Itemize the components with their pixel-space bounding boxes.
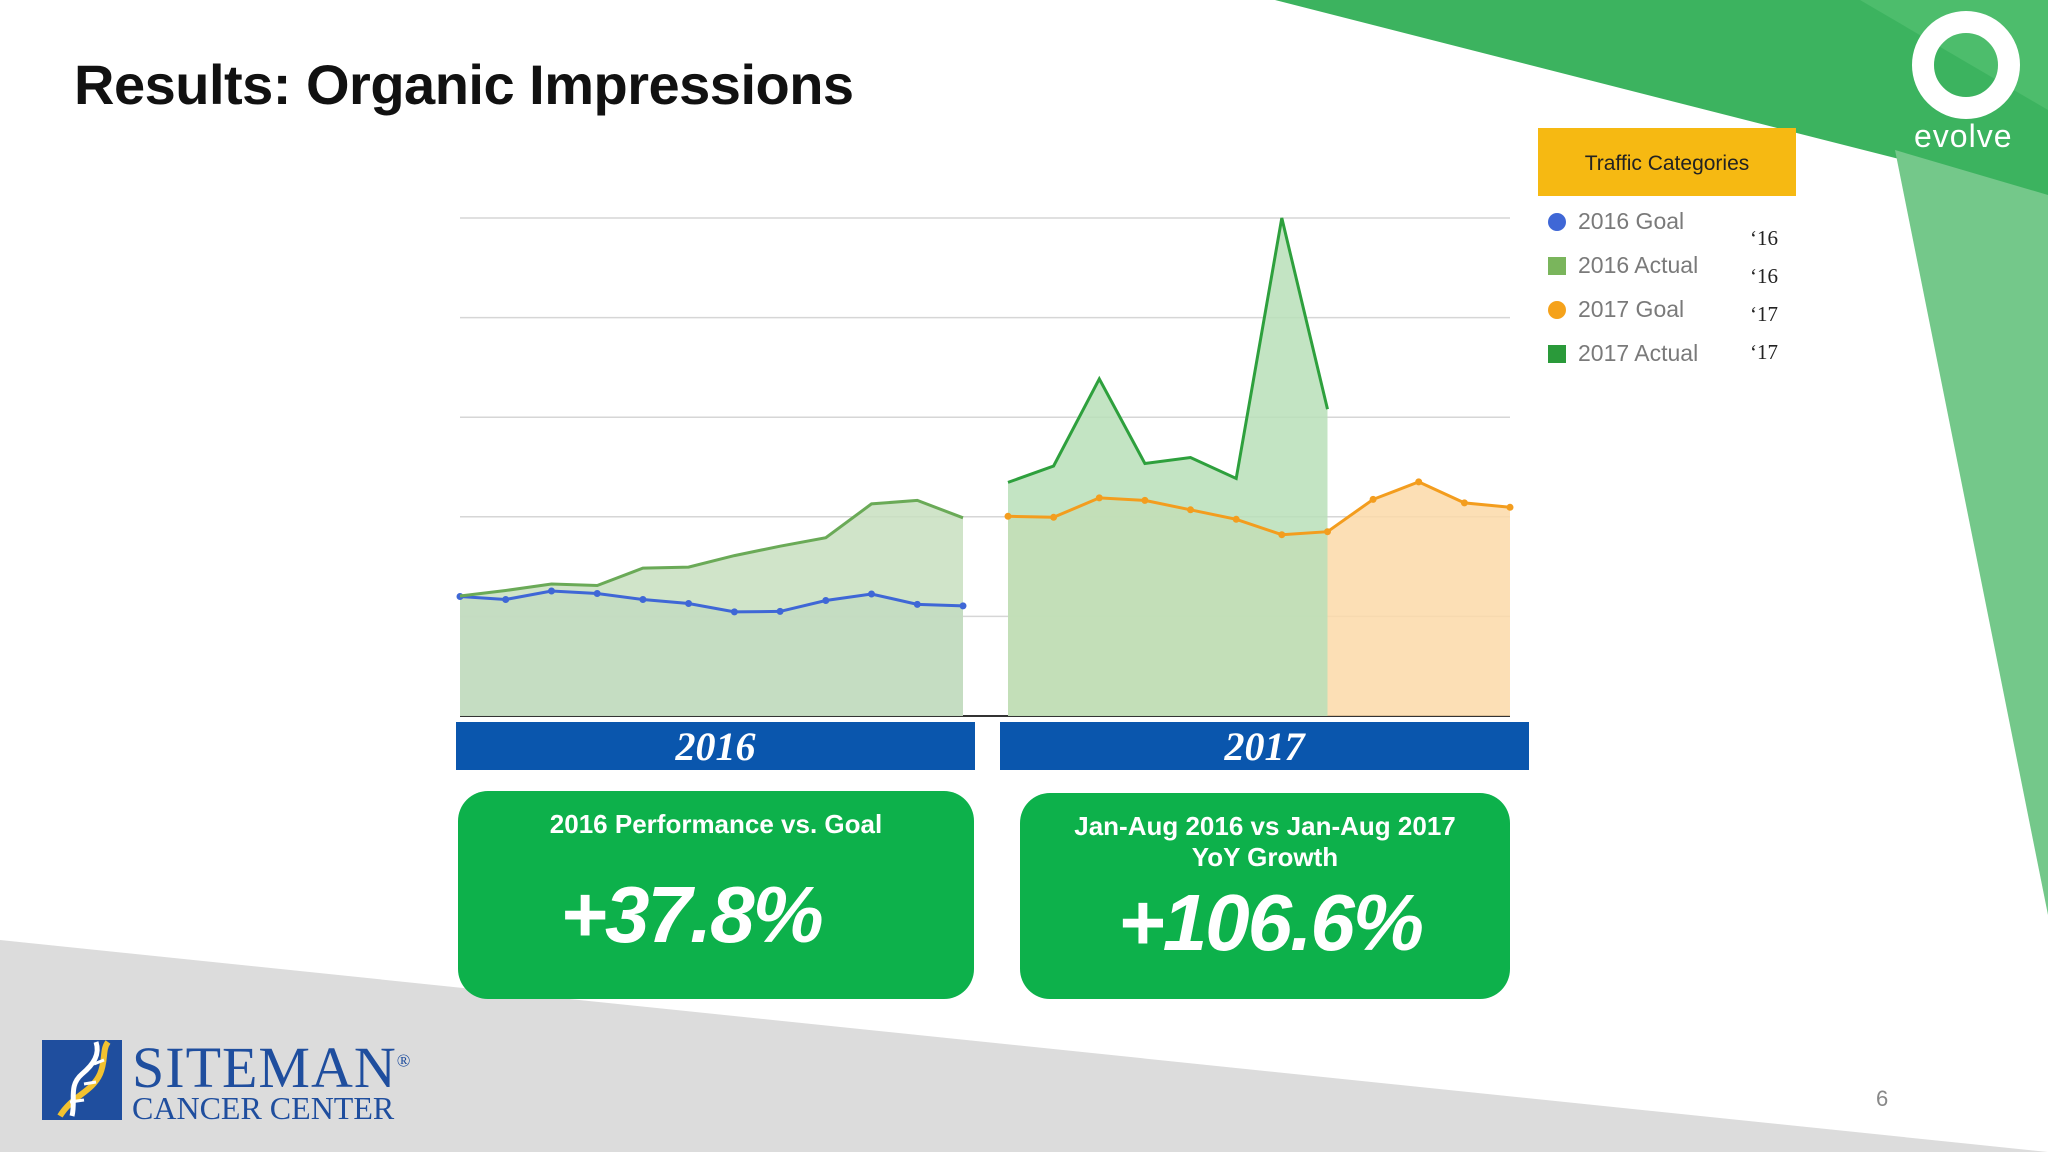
slide-title: Results: Organic Impressions <box>74 53 854 116</box>
legend-item-2017-goal: 2017 Goal <box>1548 294 1684 324</box>
point-2017-goal <box>1050 513 1058 521</box>
chart-lines <box>456 217 1514 616</box>
stat-value-2016: +37.8% <box>560 870 824 959</box>
point-2017-goal <box>1141 496 1149 504</box>
sponsor-subtitle: CANCER CENTER <box>132 1090 395 1126</box>
point-2016-goal <box>913 600 921 608</box>
stat-heading-yoy: Jan-Aug 2016 vs Jan-Aug 2017 YoY Growth <box>1020 811 1510 873</box>
legend-item-2016-actual: 2016 Actual <box>1548 250 1698 280</box>
point-2017-goal <box>1369 495 1377 503</box>
sponsor-name: SITEMAN <box>132 1035 397 1100</box>
point-2017-goal <box>1187 506 1194 514</box>
point-2016-goal <box>959 602 967 610</box>
bg-green-right-stripe <box>1895 150 2048 915</box>
stat-value-yoy: +106.6% <box>1117 878 1424 967</box>
point-2017-goal <box>1095 494 1103 502</box>
point-2016-goal <box>502 596 510 603</box>
bg-green-band <box>1275 0 2048 197</box>
legend-item-label: 2016 Goal <box>1578 208 1685 234</box>
evolve-wordmark: evolve <box>1914 118 2013 154</box>
point-2016-goal <box>868 590 875 598</box>
legend-year-suffix: ‘17 <box>1750 302 1778 326</box>
chart-areas <box>460 218 1510 716</box>
point-2017-goal <box>1324 528 1331 536</box>
stat-card-yoy-growth: Jan-Aug 2016 vs Jan-Aug 2017 YoY Growth … <box>1020 793 1510 999</box>
stat-heading-2016: 2016 Performance vs. Goal <box>458 809 974 840</box>
registered-mark: ® <box>396 1050 412 1071</box>
point-2017-goal <box>1004 512 1012 520</box>
dna-helix-icon <box>42 1040 122 1120</box>
legend-item-2017-actual: 2017 Actual <box>1548 338 1698 368</box>
square-marker-icon <box>1548 257 1566 275</box>
stat-heading-line: 2016 Performance vs. Goal <box>549 809 883 839</box>
legend-year-suffix: ‘17 <box>1750 340 1778 364</box>
point-2017-goal <box>1415 478 1423 486</box>
legend-header: Traffic Categories <box>1538 128 1796 196</box>
legend-item-label: 2017 Actual <box>1578 340 1699 366</box>
point-2017-goal <box>1278 531 1286 539</box>
area-2017-actual <box>1008 218 1328 716</box>
point-2016-goal <box>593 590 601 597</box>
chart-legend: Traffic Categories 2016 Goal 2016 Actual… <box>1538 128 1796 366</box>
point-2017-goal <box>1232 515 1240 523</box>
point-2017-goal <box>1460 499 1468 507</box>
legend-item-label: 2017 Goal <box>1578 296 1685 322</box>
circle-marker-icon <box>1548 213 1566 231</box>
point-2016-goal <box>548 587 555 595</box>
legend-item-label: 2016 Actual <box>1578 252 1699 278</box>
point-2016-goal <box>685 600 693 607</box>
line-2016-goal <box>459 589 964 614</box>
line-2016-actual <box>459 498 964 598</box>
stat-card-2016-performance: 2016 Performance vs. Goal +37.8% <box>458 791 974 999</box>
line-2017-goal <box>1007 480 1511 537</box>
evolve-logo-icon <box>1912 11 2020 119</box>
point-2016-goal <box>639 596 647 603</box>
legend-item-2016-goal: 2016 Goal <box>1548 206 1684 236</box>
stat-heading-line: Jan-Aug 2016 vs Jan-Aug 2017 <box>1074 811 1456 841</box>
point-2016-goal <box>730 608 738 616</box>
line-2017-actual <box>1007 217 1329 484</box>
year-label-2016: 2016 <box>456 722 975 770</box>
circle-marker-icon <box>1548 301 1566 319</box>
siteman-wordmark: SITEMAN® <box>132 1034 411 1101</box>
stat-heading-line: YoY Growth <box>1191 842 1339 872</box>
square-marker-icon <box>1548 345 1566 363</box>
point-2017-goal <box>1506 503 1514 511</box>
year-label-2017: 2017 <box>1000 722 1529 770</box>
legend-year-suffix: ‘16 <box>1750 264 1778 288</box>
page-number: 6 <box>1876 1086 1889 1111</box>
point-2016-goal <box>822 597 830 604</box>
legend-year-suffix: ‘16 <box>1750 226 1778 250</box>
point-2016-goal <box>776 607 784 615</box>
